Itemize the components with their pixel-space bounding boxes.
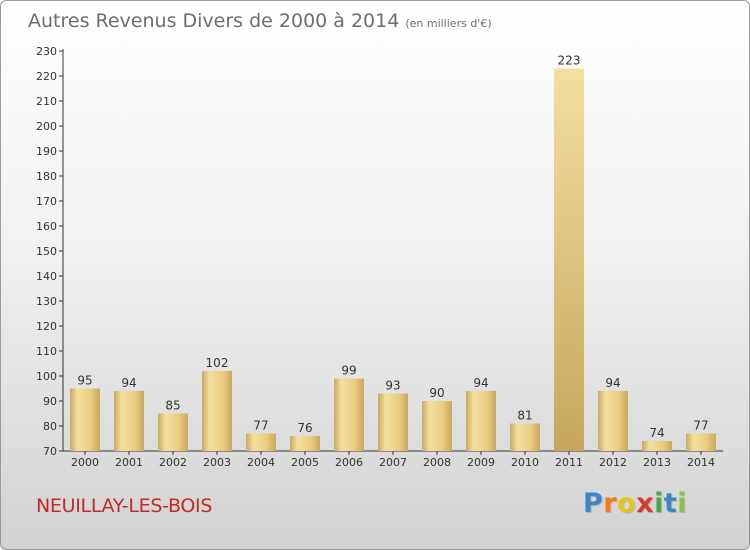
x-tick-label: 2009: [467, 456, 495, 469]
bar: [422, 401, 452, 451]
commune-name: NEUILLAY-LES-BOIS: [36, 495, 213, 517]
y-tick-label: 200: [36, 120, 57, 133]
bar: [642, 441, 672, 451]
chart-unit: (en milliers d'€): [405, 17, 492, 30]
y-tick-label: 210: [36, 95, 57, 108]
bar: [114, 391, 144, 451]
y-tick-label: 180: [36, 170, 57, 183]
bar-value-label: 95: [77, 374, 92, 388]
bar: [510, 423, 540, 451]
bar: [598, 391, 628, 451]
x-tick-label: 2013: [643, 456, 671, 469]
bar-value-label: 81: [517, 409, 532, 423]
y-tick-label: 110: [36, 345, 57, 358]
x-tick-label: 2002: [159, 456, 187, 469]
y-tick-label: 160: [36, 220, 57, 233]
y-tick-label: 190: [36, 145, 57, 158]
bar: [334, 378, 364, 451]
x-tick-label: 2005: [291, 456, 319, 469]
x-tick-label: 2003: [203, 456, 231, 469]
bar: [70, 388, 100, 451]
x-tick-label: 2004: [247, 456, 275, 469]
bar-value-label: 99: [341, 364, 356, 378]
x-tick-label: 2010: [511, 456, 539, 469]
bar-value-label: 223: [558, 54, 581, 68]
bar-value-label: 94: [473, 376, 488, 390]
y-tick-label: 70: [43, 445, 57, 458]
x-tick-label: 2006: [335, 456, 363, 469]
logo-letter: x: [636, 488, 655, 519]
bar: [202, 371, 232, 451]
bar: [378, 393, 408, 451]
y-tick-label: 100: [36, 370, 57, 383]
logo-letter: P: [583, 488, 604, 519]
bar-value-label: 93: [385, 379, 400, 393]
chart-title-text: Autres Revenus Divers de 2000 à 2014: [28, 10, 400, 32]
y-tick-label: 230: [36, 45, 57, 58]
bar: [290, 436, 320, 451]
x-tick-label: 2014: [687, 456, 715, 469]
logo-letter: i: [654, 488, 664, 519]
y-tick-label: 120: [36, 320, 57, 333]
x-tick-label: 2000: [71, 456, 99, 469]
logo-letter: t: [663, 488, 678, 519]
bar: [466, 391, 496, 451]
y-tick-label: 80: [43, 420, 57, 433]
chart-title: Autres Revenus Divers de 2000 à 2014 (en …: [28, 10, 492, 32]
bar-value-label: 77: [253, 419, 268, 433]
bar-value-label: 94: [605, 376, 620, 390]
y-tick-label: 150: [36, 245, 57, 258]
logo-letter: r: [603, 488, 618, 519]
bar: [158, 413, 188, 451]
logo-letter: o: [617, 488, 637, 519]
bar-value-label: 94: [121, 376, 136, 390]
proxiti-logo: Proxiti: [583, 488, 687, 519]
x-tick-label: 2011: [555, 456, 583, 469]
y-tick-label: 220: [36, 70, 57, 83]
logo-letter: i: [677, 488, 688, 519]
y-tick-label: 130: [36, 295, 57, 308]
bar: [554, 68, 584, 451]
y-tick-label: 170: [36, 195, 57, 208]
bar-value-label: 85: [165, 399, 180, 413]
x-tick-label: 2008: [423, 456, 451, 469]
x-tick-label: 2012: [599, 456, 627, 469]
bar-value-label: 77: [693, 419, 708, 433]
x-tick-label: 2007: [379, 456, 407, 469]
bar: [246, 433, 276, 451]
y-tick-label: 140: [36, 270, 57, 283]
bar-value-label: 76: [297, 421, 312, 435]
bar-value-label: 74: [649, 426, 664, 440]
y-tick-label: 90: [43, 395, 57, 408]
x-tick-label: 2001: [115, 456, 143, 469]
bar-value-label: 102: [206, 356, 229, 370]
bar: [686, 433, 716, 451]
bar-value-label: 90: [429, 386, 444, 400]
